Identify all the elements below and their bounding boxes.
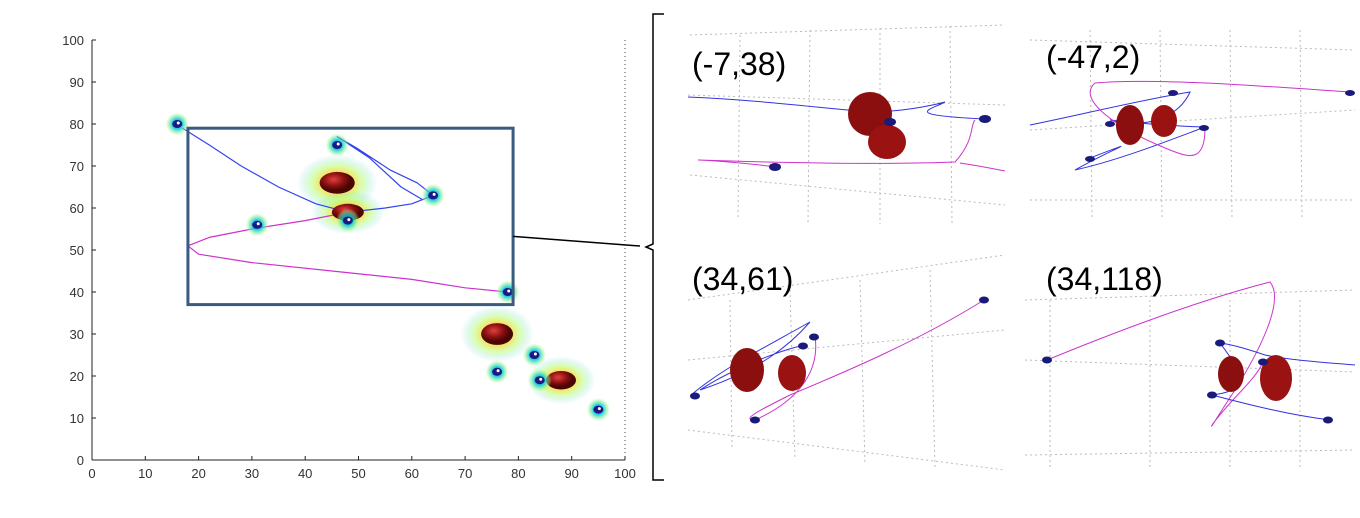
view-4-label: (34,118) [1046, 261, 1163, 297]
view-1-marker-a [884, 118, 896, 126]
y-tick-label: 30 [70, 327, 84, 342]
view-2-blue-curve [1029, 91, 1206, 171]
zoom-connector [513, 13, 664, 481]
view-2-label: (-47,2) [1046, 39, 1140, 75]
y-ticks: 0 10 20 30 40 50 60 70 80 90 100 [62, 33, 96, 468]
view-2-grid [1029, 29, 1356, 221]
ellipsoid-blob [319, 171, 355, 194]
view-panel-1: (-7,38) [687, 24, 1006, 225]
x-tick-label: 80 [511, 466, 525, 481]
view-4-marker-d [1323, 416, 1333, 424]
connector-line [513, 235, 641, 247]
view-panel-3: (34,61) [687, 254, 1006, 471]
view-3-label: (34,61) [692, 261, 793, 297]
magenta-trajectory [187, 211, 508, 293]
x-tick-label: 30 [245, 466, 259, 481]
view-4-marker-e [1042, 356, 1052, 364]
y-tick-label: 80 [70, 117, 84, 132]
ellipsoid-blob [481, 323, 514, 345]
y-tick-label: 60 [70, 201, 84, 216]
view-3-marker-d [750, 416, 760, 424]
marker-point [586, 397, 611, 422]
marker-point [325, 133, 350, 157]
marker-point [522, 343, 547, 367]
view-3-sphere-a [730, 348, 764, 392]
marker-point [165, 112, 190, 136]
view-4-marker-a [1215, 339, 1225, 347]
marker-point [495, 280, 520, 304]
view-2-magenta-curve [1089, 80, 1351, 156]
y-tick-label: 90 [70, 75, 84, 90]
marker-points [165, 112, 611, 422]
zoom-box [186, 126, 515, 307]
view-2-sphere-b [1151, 105, 1177, 137]
marker-point [485, 359, 510, 384]
marker-point [335, 208, 360, 233]
view-1-blue-curve [687, 96, 986, 120]
view-1-sphere-large [848, 92, 892, 136]
y-tick-label: 0 [77, 453, 84, 468]
view-4-grid [1024, 289, 1356, 470]
view-2-marker-c [1199, 125, 1209, 131]
view-2-marker-d [1085, 156, 1095, 162]
view-3-sphere-b [778, 355, 806, 391]
view-2-marker-a [1168, 90, 1178, 96]
curly-bracket [644, 13, 664, 481]
view-1-magenta-curve [697, 119, 1006, 172]
x-tick-label: 50 [351, 466, 365, 481]
marker-point [245, 212, 270, 237]
view-4-marker-b [1258, 358, 1268, 366]
x-tick-label: 70 [458, 466, 472, 481]
view-4-marker-c [1207, 391, 1217, 399]
marker-point [421, 183, 446, 208]
x-tick-label: 0 [88, 466, 95, 481]
view-2-sphere-a [1116, 105, 1144, 145]
view-1-sphere-small [868, 125, 906, 159]
view-panel-4: (34,118) [1024, 261, 1356, 470]
view-panel-2: (-47,2) [1029, 29, 1356, 221]
y-tick-label: 70 [70, 159, 84, 174]
view-4-sphere-a [1218, 356, 1244, 392]
x-tick-label: 20 [191, 466, 205, 481]
ellipsoid-blob [546, 370, 576, 390]
y-tick-label: 40 [70, 285, 84, 300]
view-2-marker-e [1345, 90, 1355, 96]
main-scatter-plot: 0 10 20 30 40 50 60 70 80 90 100 0 10 20 30 40 50 60 70 80… [62, 33, 636, 481]
view-1-marker-b [979, 115, 991, 123]
view-3-marker-b [798, 342, 808, 350]
view-1-grid [687, 24, 1006, 225]
view-4-sphere-b [1260, 355, 1292, 401]
view-4-magenta-curve [1046, 281, 1275, 427]
y-tick-label: 50 [70, 243, 84, 258]
x-tick-label: 60 [405, 466, 419, 481]
view-3-marker-a [809, 333, 819, 341]
x-tick-label: 10 [138, 466, 152, 481]
y-tick-label: 20 [70, 369, 84, 384]
x-tick-label: 100 [614, 466, 636, 481]
view-3-marker-e [979, 296, 989, 304]
x-ticks: 0 10 20 30 40 50 60 70 80 90 100 [88, 456, 636, 481]
x-tick-label: 40 [298, 466, 312, 481]
view-3-marker-c [690, 392, 700, 400]
marker-point [527, 368, 552, 393]
view-2-marker-b [1105, 121, 1115, 127]
view-1-label: (-7,38) [692, 46, 786, 82]
y-tick-label: 10 [70, 411, 84, 426]
x-tick-label: 90 [564, 466, 578, 481]
view-4-blue-curve [1211, 342, 1356, 421]
view-1-marker-c [769, 163, 781, 171]
y-tick-label: 100 [62, 33, 84, 48]
